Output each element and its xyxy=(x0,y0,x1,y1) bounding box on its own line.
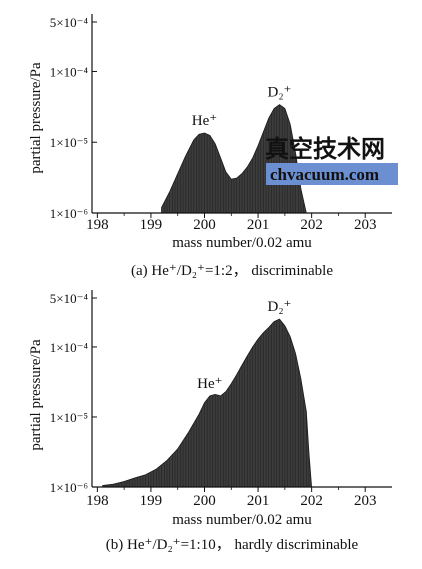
x-tick-label: 201 xyxy=(247,217,270,233)
x-axis-label: mass number/0.02 amu xyxy=(172,512,312,528)
y-tick-label: 5×10⁻⁴ xyxy=(50,291,89,306)
y-tick-label: 1×10⁻⁵ xyxy=(50,410,88,425)
watermark-url: chvacuum.com xyxy=(270,165,379,184)
watermark: 真空技术网 chvacuum.com xyxy=(265,135,398,185)
x-tick-label: 200 xyxy=(193,217,216,233)
x-tick-label: 199 xyxy=(140,493,163,509)
x-tick-label: 200 xyxy=(193,493,216,509)
x-tick-label: 202 xyxy=(300,217,323,233)
peak-label: D₂⁺ xyxy=(268,85,292,101)
watermark-url-band xyxy=(266,163,398,185)
x-tick-label: 203 xyxy=(354,217,377,233)
y-tick-label: 1×10⁻⁴ xyxy=(50,64,89,79)
panel-caption: (b) He⁺/D₂⁺=1:10， hardly discriminable xyxy=(106,537,359,553)
chart-panel-a: 198 199 200 201 202 203 1×10⁻⁶ 1×10⁻⁵ 1×10⁻⁴ 5×10… xyxy=(28,14,392,279)
y-tick-label: 1×10⁻⁵ xyxy=(50,135,88,150)
y-tick-label: 5×10⁻⁴ xyxy=(50,15,89,30)
y-tick-label: 1×10⁻⁶ xyxy=(50,480,88,495)
panel-caption: (a) He⁺/D₂⁺=1:2， discriminable xyxy=(131,263,333,279)
peak-label: He⁺ xyxy=(192,113,217,129)
x-tick-label: 203 xyxy=(354,493,377,509)
peak-label: D₂⁺ xyxy=(268,299,292,315)
x-tick-label: 201 xyxy=(247,493,270,509)
x-tick-label: 199 xyxy=(140,217,163,233)
x-axis-label: mass number/0.02 amu xyxy=(172,235,312,251)
x-tick-label: 198 xyxy=(86,493,109,509)
watermark-title: 真空技术网 xyxy=(265,135,385,163)
y-axis-label: partial pressure/Pa xyxy=(28,62,44,174)
y-tick-label: 1×10⁻⁴ xyxy=(50,340,89,355)
chart-panel-b: 198 199 200 201 202 203 1×10⁻⁶ 1×10⁻⁵ 1×10⁻⁴ 5×10… xyxy=(28,290,392,553)
x-tick-label: 202 xyxy=(300,493,323,509)
y-tick-label: 1×10⁻⁶ xyxy=(50,206,88,221)
peak-label: He⁺ xyxy=(197,376,222,392)
y-axis-label: partial pressure/Pa xyxy=(28,339,44,451)
x-tick-label: 198 xyxy=(86,217,109,233)
